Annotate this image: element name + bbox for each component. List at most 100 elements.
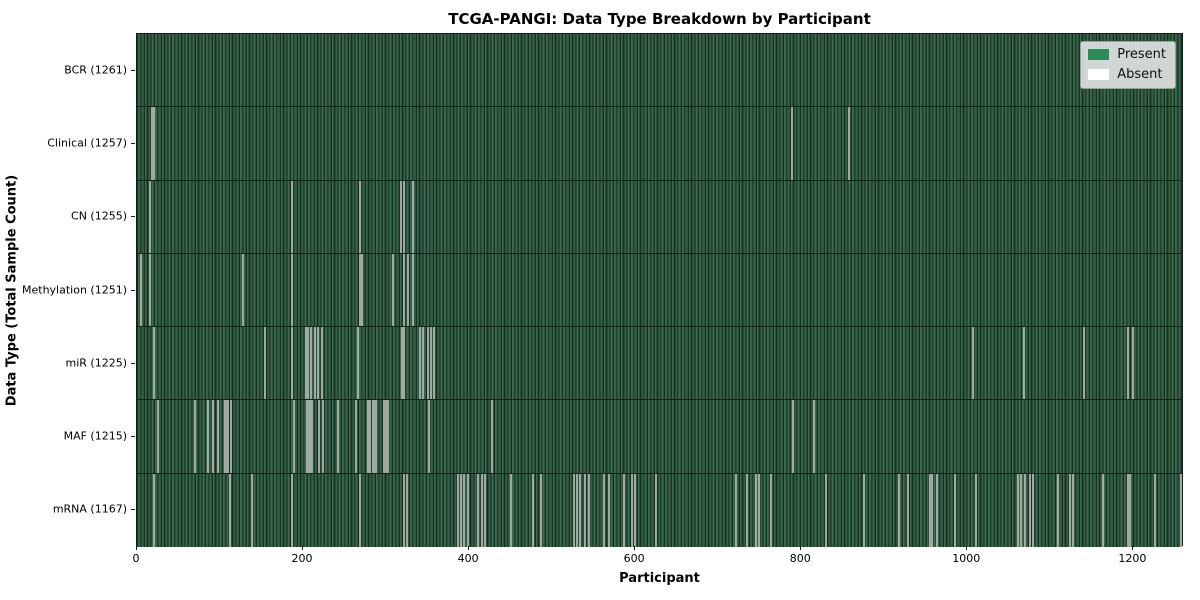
absent-marker <box>1131 327 1134 400</box>
absent-marker <box>412 253 415 327</box>
absent-marker <box>419 327 422 400</box>
absent-marker <box>405 473 408 547</box>
x-tick-mark <box>1132 546 1134 550</box>
absent-marker <box>321 400 324 473</box>
absent-marker <box>313 327 316 400</box>
absent-marker <box>757 473 760 547</box>
y-tick-mark <box>131 216 135 218</box>
absent-marker <box>291 473 294 547</box>
absent-marker <box>607 473 610 547</box>
y-axis-label: Data Type (Total Sample Count) <box>4 174 20 407</box>
x-tick-mark <box>634 546 636 550</box>
absent-marker <box>355 400 358 473</box>
absent-marker <box>1020 473 1023 547</box>
absent-marker <box>224 400 226 473</box>
x-tick-mark <box>136 546 137 550</box>
absent-marker <box>307 400 310 473</box>
absent-marker <box>422 327 425 400</box>
absent-marker <box>770 473 773 547</box>
absent-marker <box>587 473 590 547</box>
absent-marker <box>250 473 253 547</box>
x-axis-label: Participant <box>619 571 700 586</box>
y-tick-label: CN (1255) <box>71 209 127 223</box>
legend-item-absent: Absent <box>1088 67 1166 82</box>
absent-marker <box>412 180 415 253</box>
absent-marker <box>361 253 363 327</box>
absent-marker <box>483 473 486 547</box>
y-tick-mark <box>131 289 135 291</box>
absent-marker <box>292 400 295 473</box>
absent-marker <box>477 473 480 547</box>
absent-marker <box>654 473 657 547</box>
absent-marker <box>386 400 389 473</box>
absent-marker <box>509 473 512 547</box>
absent-marker <box>311 400 314 473</box>
absent-marker <box>359 180 362 253</box>
absent-marker <box>383 400 386 473</box>
y-tick-mark <box>131 509 135 511</box>
absent-marker <box>622 473 625 547</box>
absent-marker <box>403 253 406 327</box>
heatmap-row-cn <box>137 180 1182 254</box>
absent-marker <box>291 327 294 400</box>
absent-marker <box>359 253 362 327</box>
absent-marker <box>975 473 978 547</box>
absent-marker <box>317 327 319 400</box>
x-tick-label: 200 <box>291 552 313 565</box>
plot-area: Present Absent <box>136 33 1183 547</box>
absent-marker <box>791 107 794 180</box>
x-tick-label: 1000 <box>952 552 981 565</box>
absent-marker <box>359 473 362 547</box>
legend-label-absent: Absent <box>1117 67 1163 82</box>
absent-marker <box>336 400 339 473</box>
absent-marker <box>1102 473 1105 547</box>
absent-marker <box>373 400 376 473</box>
absent-marker <box>194 400 197 473</box>
absent-marker <box>1031 473 1034 547</box>
absent-marker <box>1129 473 1132 547</box>
absent-marker <box>863 473 866 547</box>
absent-marker <box>291 253 294 327</box>
heatmap-row-clinical <box>137 107 1182 181</box>
absent-marker <box>1126 473 1129 547</box>
chart-title: TCGA-PANGI: Data Type Breakdown by Parti… <box>448 10 871 28</box>
absent-marker <box>152 473 155 547</box>
absent-marker <box>304 327 307 400</box>
y-tick-mark <box>131 142 135 144</box>
x-tick-label: 0 <box>132 552 140 565</box>
x-tick-mark <box>800 546 802 550</box>
absent-marker <box>602 473 605 547</box>
absent-marker <box>225 400 228 473</box>
absent-marker <box>584 473 587 547</box>
absent-marker <box>1069 473 1072 547</box>
legend-swatch-absent-icon <box>1088 69 1110 80</box>
absent-marker <box>150 107 153 180</box>
absent-marker <box>403 473 406 547</box>
absent-marker <box>459 473 462 547</box>
absent-marker <box>540 473 543 547</box>
x-tick-mark <box>302 546 304 550</box>
absent-marker <box>953 473 956 547</box>
y-tick-mark <box>131 69 135 71</box>
y-tick-label: mRNA (1167) <box>52 502 127 516</box>
absent-marker <box>755 473 758 547</box>
absent-marker <box>1024 473 1027 547</box>
y-tick-mark <box>131 362 135 364</box>
x-tick-label: 600 <box>623 552 645 565</box>
y-tick-label: miR (1225) <box>65 356 128 370</box>
absent-marker <box>400 327 403 400</box>
absent-marker <box>634 473 637 547</box>
absent-marker <box>227 400 230 473</box>
absent-marker <box>848 107 851 180</box>
absent-marker <box>1126 327 1129 400</box>
heatmap-row-methylation <box>137 253 1182 328</box>
absent-marker <box>630 473 633 547</box>
absent-marker <box>734 473 737 547</box>
y-tick-label: MAF (1215) <box>63 429 127 443</box>
y-tick-mark <box>131 436 135 438</box>
absent-marker <box>156 400 159 473</box>
absent-marker <box>746 473 749 547</box>
absent-marker <box>426 327 429 400</box>
absent-marker <box>433 327 436 400</box>
heatmap-row-mir <box>137 327 1182 401</box>
